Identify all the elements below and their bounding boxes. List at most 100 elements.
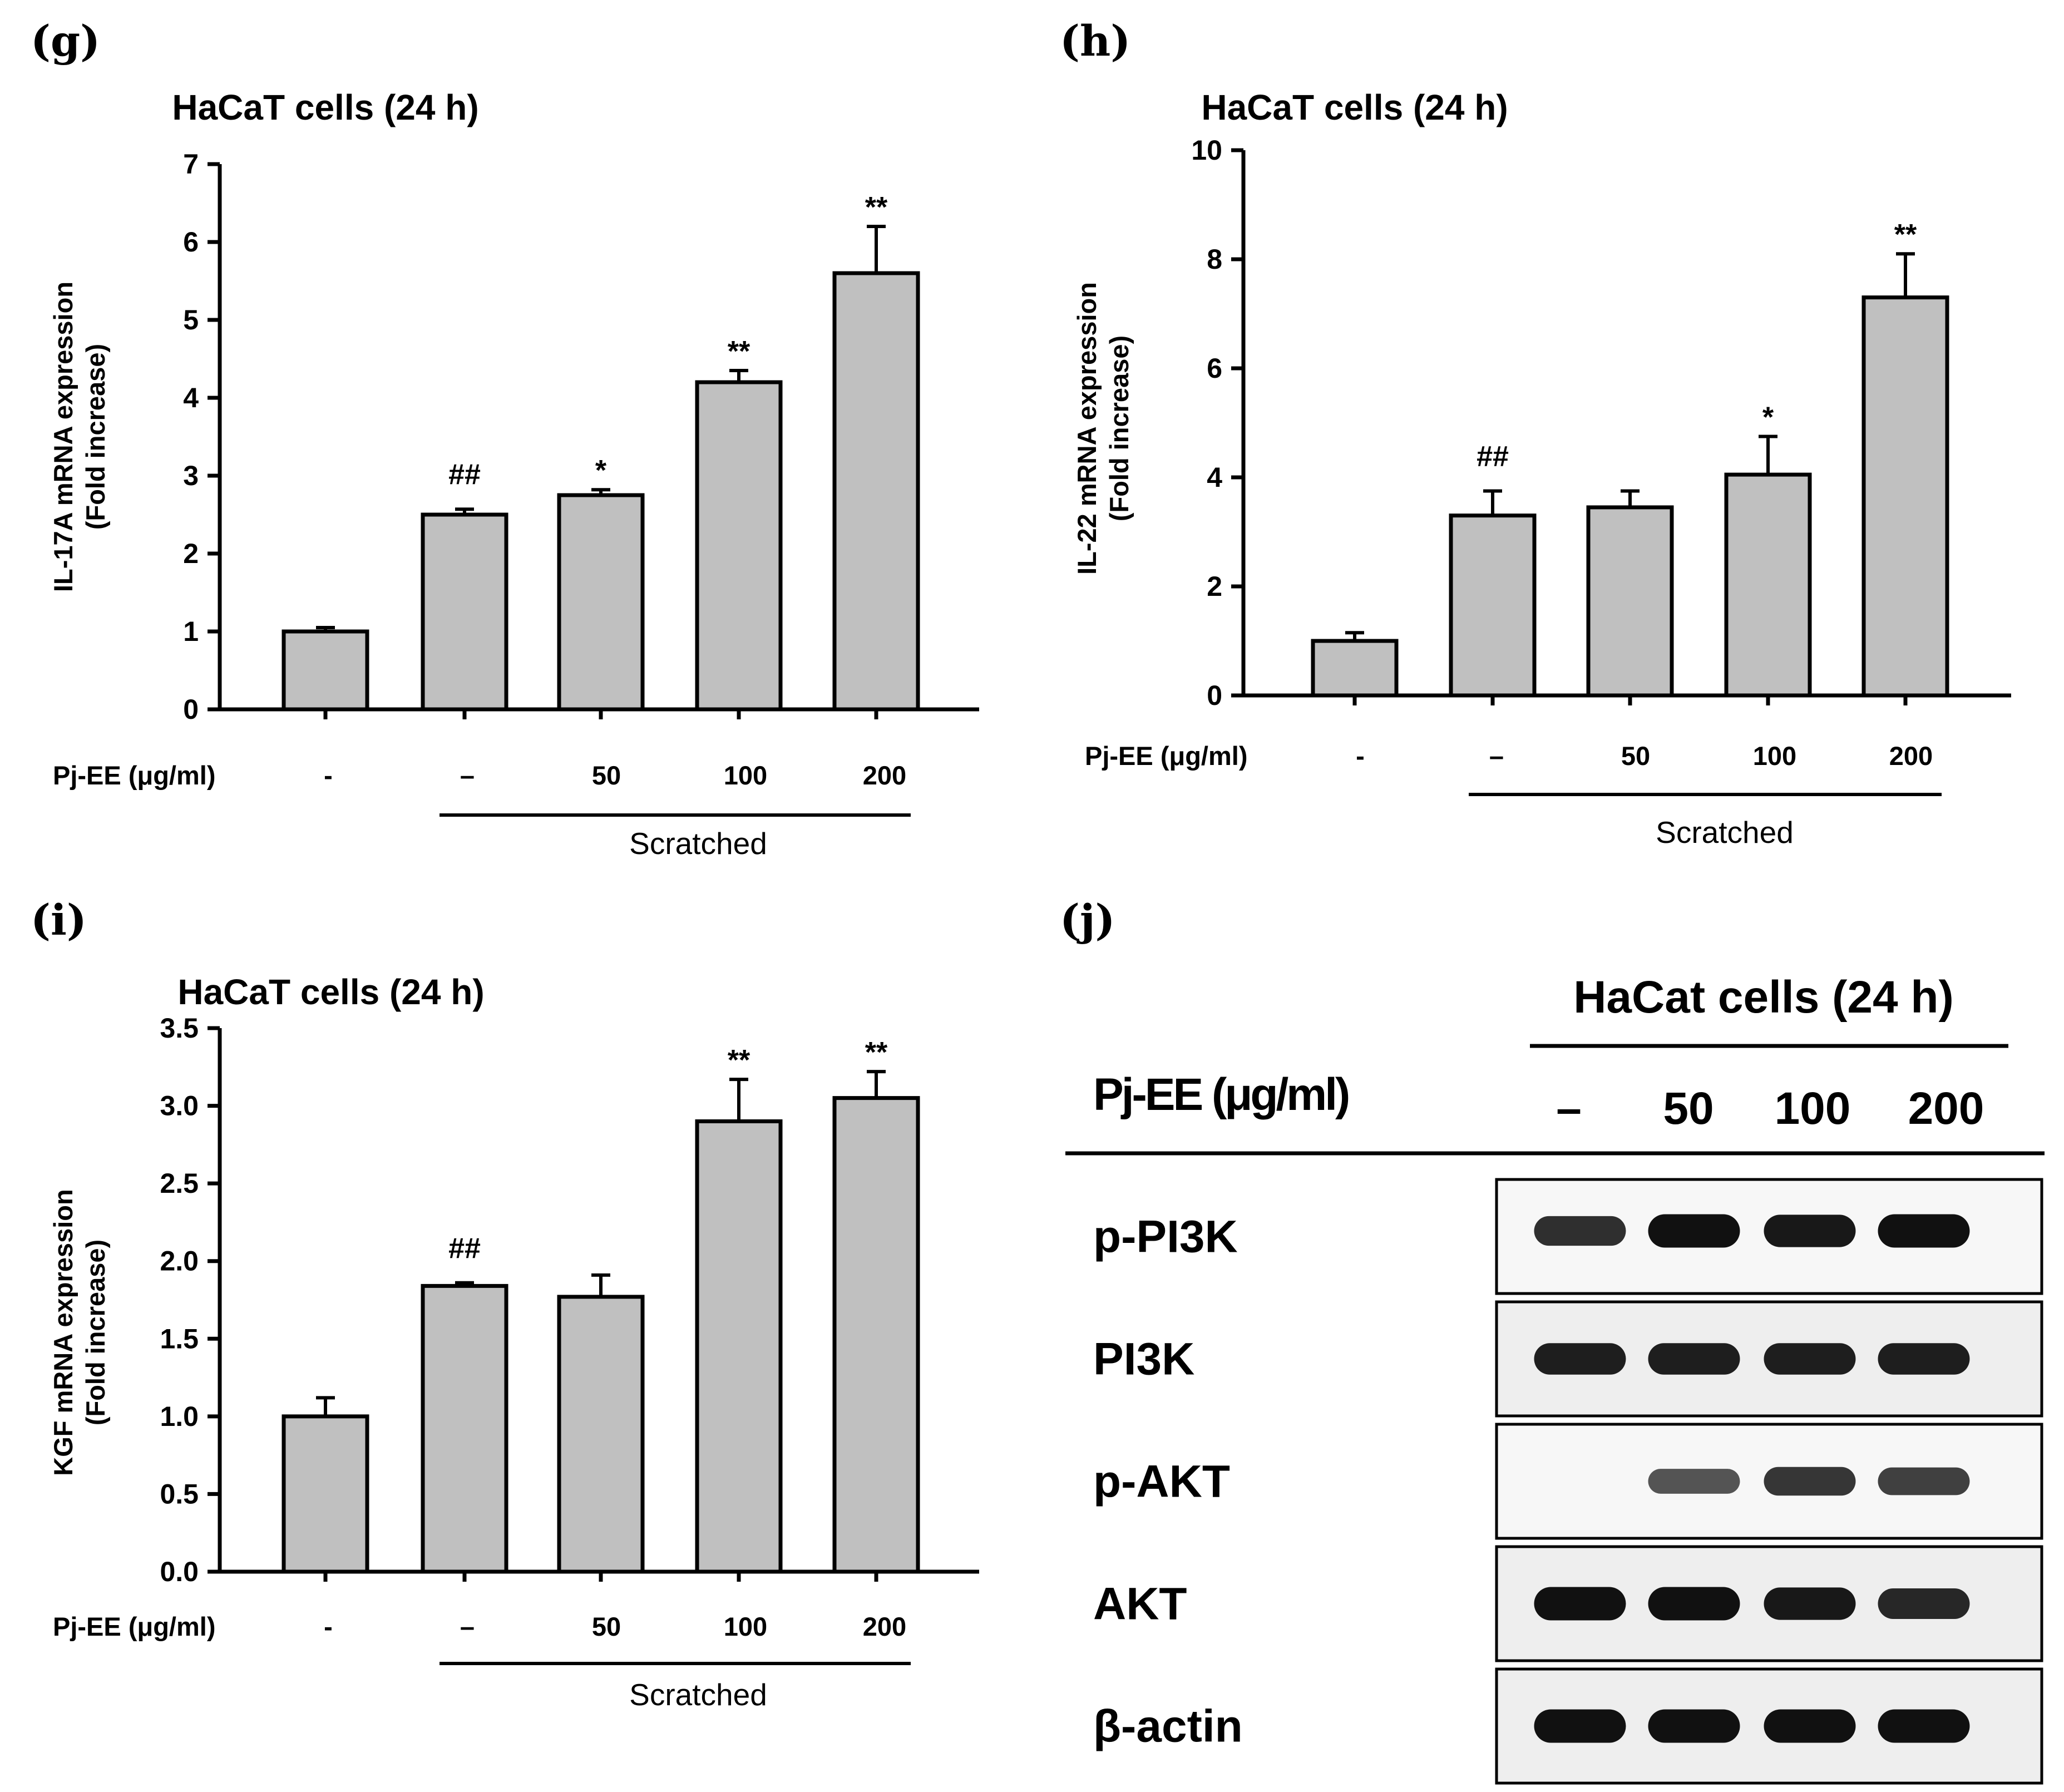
bar [282,629,369,712]
bar [832,1096,920,1574]
protein-band [1764,1587,1856,1620]
significance-mark: ## [1477,441,1509,473]
bar [421,1283,508,1574]
y-tick-label: 7 [183,149,199,180]
lane-dose: – [1556,1083,1582,1134]
y-tick-label: 6 [183,226,199,258]
significance-mark: ## [448,1232,481,1265]
western-blot: (j) HaCat cells (24 h) Pj-EE (μg/ml) – 50 100… [1060,895,2045,1785]
bar [695,1119,783,1574]
protein-band [1764,1343,1856,1375]
bar [695,380,783,712]
panel-letter: (h) [1060,16,1130,66]
bar [1449,514,1537,698]
protein-band [1648,1587,1740,1621]
y-tick-label: 1.5 [160,1323,199,1354]
lane-dose: 50 [1663,1083,1714,1134]
group-label: Scratched [629,826,767,861]
y-tick-label: 3.5 [160,1013,199,1044]
bar [832,271,920,712]
significance-mark: * [595,455,607,487]
protein-band [1534,1216,1626,1246]
protein-band [1648,1343,1740,1375]
dose-label: 100 [724,761,767,790]
panel-letter: (g) [31,16,100,66]
y-axis-label-line: (Fold increase) [81,1240,110,1425]
protein-band [1648,1709,1740,1743]
bar [1861,295,1949,698]
group-label: Scratched [1656,815,1794,850]
x-axis-label: Pj-EE (μg/ml) [1085,741,1248,771]
dose-label: – [460,761,475,790]
lane-dose: 200 [1908,1083,1984,1134]
y-tick-label: 4 [1207,462,1222,493]
significance-mark: ** [728,335,750,368]
significance-mark: ** [865,1036,888,1069]
dose-label: – [460,1612,475,1641]
y-tick-label: 2 [183,538,199,569]
y-tick-label: 2 [1207,571,1222,602]
bar [421,512,508,712]
significance-mark: ## [448,458,481,491]
dose-label: – [1489,741,1504,771]
protein-label: AKT [1093,1579,1187,1630]
protein-band [1534,1709,1626,1743]
y-tick-label: 1.0 [160,1401,199,1432]
bar [557,1295,645,1574]
y-tick-label: 0.5 [160,1478,199,1509]
y-tick-label: 0.0 [160,1556,199,1587]
protein-band [1648,1469,1740,1494]
dose-label: 50 [592,1612,621,1641]
y-axis-label-line: IL-17A mRNA expression [48,282,78,592]
y-tick-label: 4 [183,382,199,413]
dose-label: 200 [863,1612,906,1641]
protein-band [1878,1214,1970,1248]
protein-band [1764,1467,1856,1496]
bar [1724,472,1812,698]
protein-label: PI3K [1093,1334,1194,1385]
dose-label: 100 [724,1612,767,1641]
protein-band [1534,1587,1626,1621]
y-tick-label: 3.0 [160,1090,199,1122]
protein-band [1878,1343,1970,1375]
significance-mark: ** [728,1044,750,1077]
y-tick-label: 1 [183,616,199,647]
chart-title: HaCaT cells (24 h) [172,87,478,127]
x-axis-label: Pj-EE (μg/ml) [53,1612,216,1641]
bar [282,1414,369,1574]
y-tick-label: 3 [183,460,199,491]
protein-band [1878,1709,1970,1743]
significance-mark: * [1762,402,1774,434]
y-tick-label: 2.0 [160,1246,199,1277]
protein-band [1878,1588,1970,1619]
protein-band [1878,1467,1970,1495]
blot-title: HaCat cells (24 h) [1573,972,1954,1023]
y-tick-label: 0 [1207,680,1222,711]
dose-label-title: Pj-EE (μg/ml) [1093,1069,1349,1120]
significance-mark: ** [1894,219,1917,251]
protein-label: β-actin [1093,1701,1243,1752]
panel-letter: (i) [31,895,87,945]
y-axis-label-line: KGF mRNA expression [48,1189,78,1475]
bar-chart-2: (i) HaCaT cells (24 h) 0.0 0.5 1.0 1.5 2.0 2.5 3… [31,895,979,1712]
chart-title: HaCaT cells (24 h) [177,972,484,1012]
dose-label: 200 [1889,741,1933,771]
group-label: Scratched [629,1677,767,1712]
y-axis-label-line: (Fold increase) [81,344,110,530]
protein-label: p-PI3K [1093,1212,1238,1262]
chart-title: HaCaT cells (24 h) [1201,87,1508,127]
y-axis-label: IL-22 mRNA expression (Fold increase) [1072,282,1134,575]
y-tick-label: 5 [183,304,199,335]
y-axis-label: KGF mRNA expression (Fold increase) [48,1189,110,1475]
y-tick-label: 0 [183,694,199,725]
y-axis-label-line: (Fold increase) [1104,335,1134,521]
dose-label: - [1356,741,1365,771]
dose-label: 50 [1621,741,1650,771]
dose-label: - [324,1612,333,1641]
dose-label: 50 [592,761,621,790]
y-tick-label: 2.5 [160,1168,199,1199]
bar-chart-0: (g) HaCaT cells (24 h) 0 1 2 3 4 5 6 7 IL-17A mRNA… [31,16,979,861]
bar-chart-1: (h) HaCaT cells (24 h) 0 2 4 6 8 10 IL-22 mRNA e… [1060,16,2011,850]
significance-mark: ** [865,191,888,224]
